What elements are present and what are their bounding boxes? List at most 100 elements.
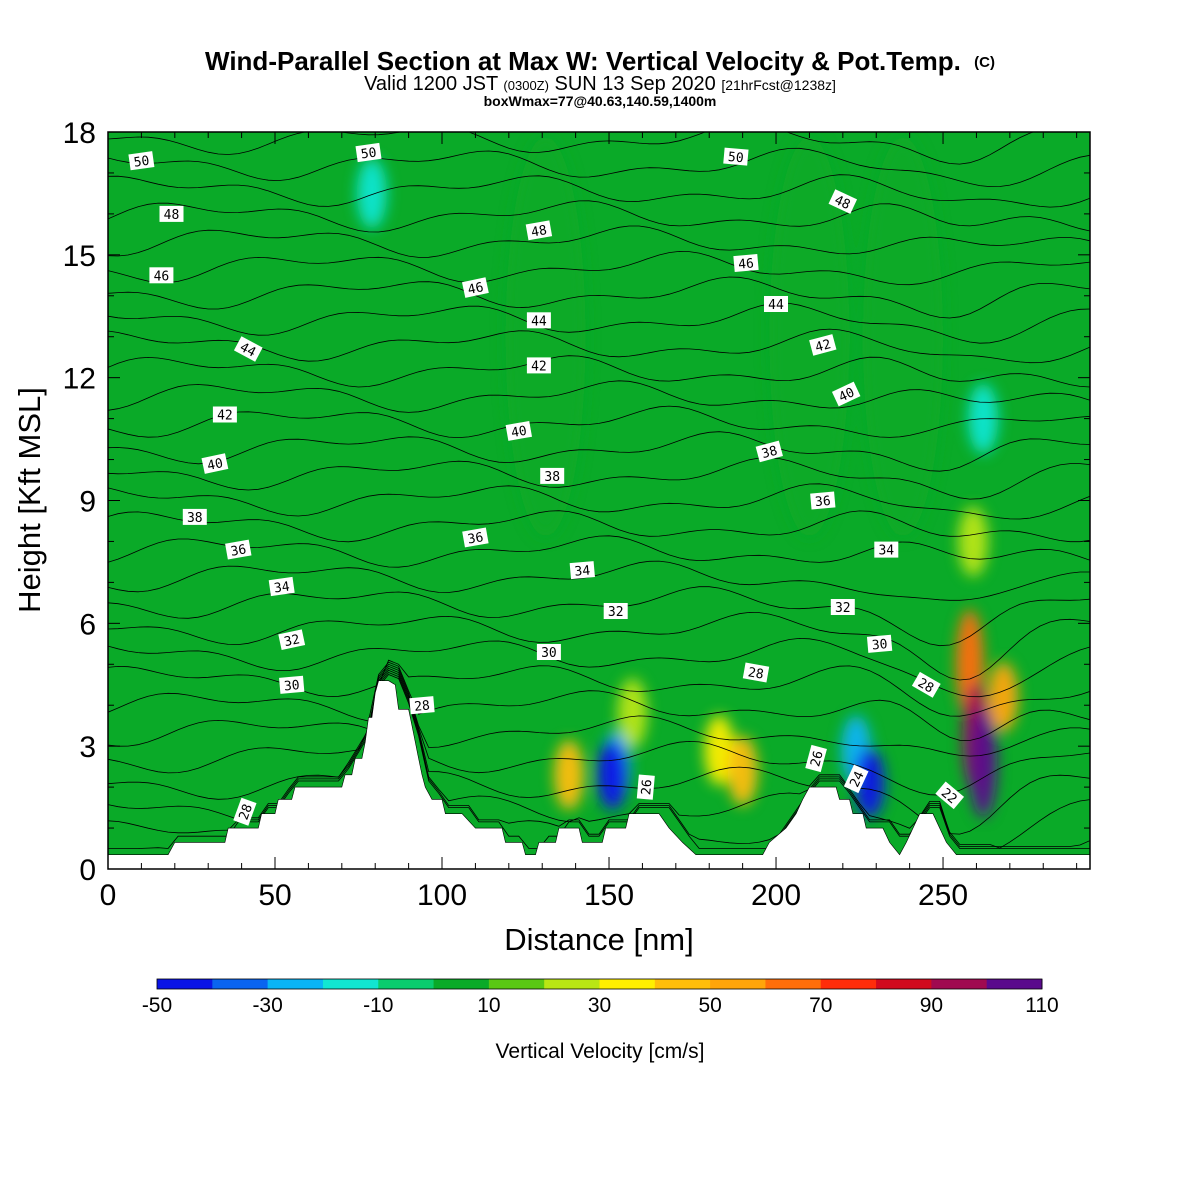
theta-contour-label: 38 (182, 508, 207, 526)
contour-label-text: 44 (531, 314, 547, 329)
colorbar: -50 -30 -10 10 30 50 70 90 110 (142, 978, 1059, 1017)
theta-contour-line (108, 302, 1090, 344)
contour-label-text: 48 (530, 223, 548, 240)
velocity-cell (862, 136, 943, 537)
y-tick-label: 0 (79, 854, 96, 887)
contour-label-text: 48 (832, 193, 853, 213)
contour-label-bg (225, 539, 252, 560)
x-tick-label: 200 (751, 879, 801, 912)
colorbar-swatch (599, 979, 656, 989)
contour-label-bg (526, 312, 551, 329)
contour-label-text: 46 (154, 269, 170, 284)
colorbar-swatch (765, 979, 822, 989)
theta-contour-label: 44 (526, 312, 551, 329)
contour-label-bg (603, 603, 628, 619)
theta-contour-line (108, 560, 1090, 601)
colorbar-swatch (986, 979, 1043, 989)
velocity-cell (617, 678, 648, 749)
colorbar-swatch (820, 979, 877, 989)
colorbar-tick-label: 10 (477, 994, 500, 1017)
x-tick-label: 50 (258, 879, 291, 912)
contour-label-text: 32 (283, 632, 301, 650)
plot-area: 50 50 50 48 48 48 46 46 46 44 44 44 42 42 42 40 40 40 38 38… (108, 132, 1090, 869)
theta-contour-line (108, 667, 1090, 835)
theta-contour-label: 36 (462, 527, 489, 548)
contour-label-bg (830, 599, 855, 615)
theta-contour-label: 40 (831, 381, 861, 407)
theta-contour-label: 50 (128, 151, 155, 171)
contour-label-bg (278, 629, 306, 651)
contour-label-text: 44 (237, 340, 258, 361)
colorbar-tick-label: -30 (252, 994, 282, 1017)
contour-label-text: 50 (360, 145, 378, 162)
contour-label-bg (505, 420, 533, 441)
contour-label-bg (233, 797, 257, 826)
contour-label-bg (525, 220, 553, 241)
title-mark: (C) (974, 54, 995, 71)
contour-label-bg (233, 336, 263, 362)
contour-label-bg (874, 541, 899, 558)
theta-contour-label: 50 (355, 142, 382, 163)
contour-label-text: 28 (237, 802, 256, 822)
theta-contour-label: 42 (809, 334, 837, 356)
contour-label-text: 38 (544, 470, 560, 485)
contour-label-text: 50 (727, 150, 744, 166)
contour-label-text: 46 (738, 256, 755, 272)
colorbar-swatch (322, 979, 379, 989)
contour-label-text: 28 (414, 699, 431, 715)
colorbar-swatch (157, 979, 213, 989)
x-tick-label: 0 (100, 879, 117, 912)
theta-contour-line (108, 355, 1090, 388)
x-axis: 0 50 100 150 200 250 (100, 132, 1078, 912)
contour-label-text: 34 (574, 563, 591, 579)
contour-label-bg (764, 296, 788, 312)
contour-label-bg (733, 253, 759, 273)
theta-contour-label: 42 (212, 406, 237, 424)
contour-label-bg (843, 764, 869, 794)
title-main: Wind-Parallel Section at Max W: Vertical… (205, 46, 961, 76)
colorbar-tick-label: -50 (142, 994, 172, 1017)
contour-label-bg (828, 189, 858, 214)
colorbar-swatch (710, 979, 766, 989)
theta-contour-line (108, 672, 1090, 847)
contour-label-text: 42 (531, 359, 547, 374)
contour-label-bg (182, 508, 207, 525)
velocity-cell (727, 735, 758, 806)
theta-contour-label: 46 (461, 277, 489, 298)
theta-contour-line (108, 225, 1090, 258)
theta-contour-labels: 50 50 50 48 48 48 46 46 46 44 44 44 42 42 42 40 40 40 38 38… (128, 142, 965, 826)
x-tick-label: 250 (918, 879, 968, 912)
contour-label-bg (536, 644, 561, 660)
contour-label-text: 40 (510, 424, 528, 441)
theta-contour-line (108, 483, 1090, 520)
y-tick-label: 9 (79, 486, 96, 519)
contour-label-bg (526, 357, 551, 374)
theta-contour-label: 40 (505, 420, 533, 441)
contour-label-text: 30 (283, 678, 300, 694)
theta-contour-line (108, 663, 1090, 757)
colorbar-swatch (544, 979, 600, 989)
theta-contour-label: 24 (843, 764, 869, 794)
contour-label-text: 26 (808, 749, 827, 768)
y-tick-label: 18 (63, 117, 96, 150)
theta-contour-line (108, 250, 1090, 286)
velocity-cell (597, 739, 628, 810)
contour-label-bg (462, 527, 489, 548)
theta-contour-label: 48 (525, 220, 553, 241)
theta-contour-label: 28 (911, 671, 941, 698)
velocity-cell (969, 707, 998, 818)
theta-contour-label: 28 (409, 696, 435, 715)
colorbar-frame (156, 978, 1043, 990)
theta-contour-line (108, 132, 1090, 165)
y-tick-label: 6 (79, 608, 96, 641)
contour-label-bg (268, 576, 295, 597)
theta-contour-label: 26 (636, 774, 655, 800)
colorbar-swatch (212, 979, 269, 989)
colorbar-tick-label: 30 (588, 994, 611, 1017)
theta-contour-label: 48 (828, 189, 858, 214)
contour-label-bg (911, 671, 941, 698)
contour-label-text: 40 (206, 456, 224, 474)
velocity-cell (988, 662, 1019, 733)
contour-label-text: 26 (639, 779, 655, 796)
